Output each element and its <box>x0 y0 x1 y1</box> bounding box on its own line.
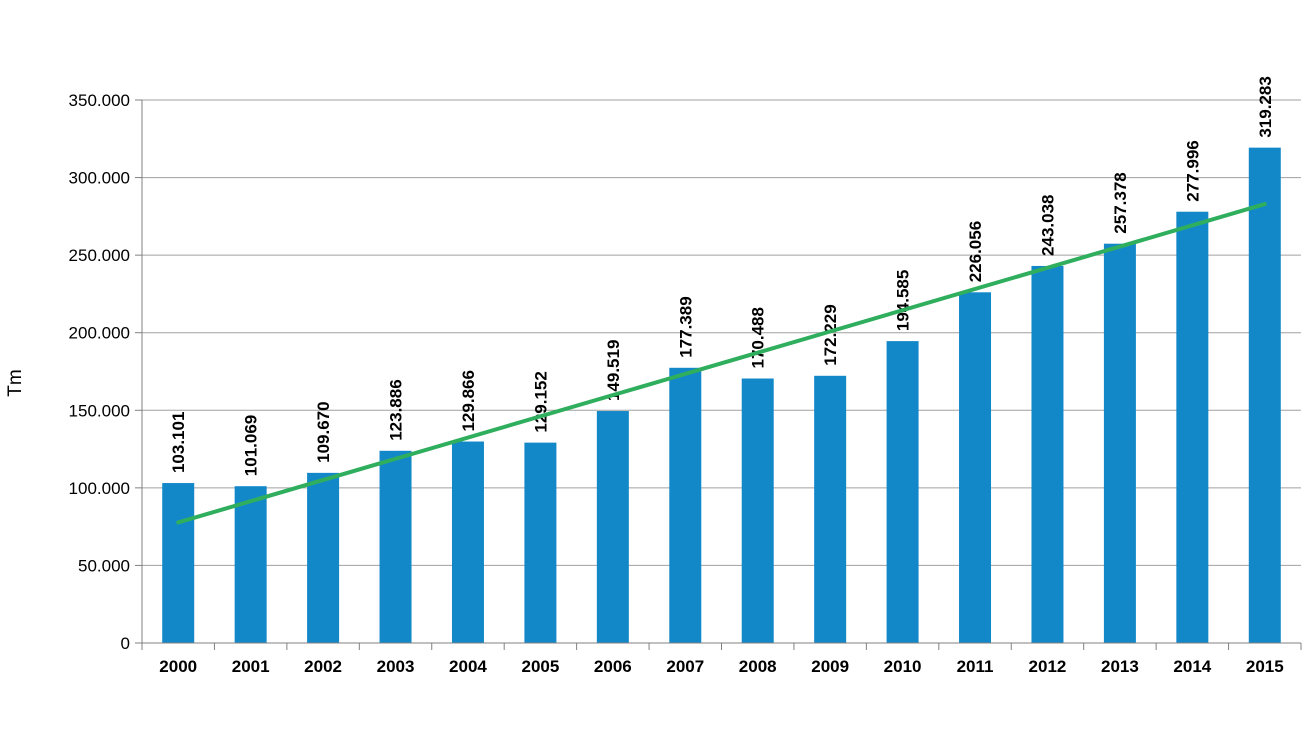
x-axis-tick-label: 2015 <box>1246 657 1284 676</box>
bar-2002 <box>307 472 340 643</box>
bar-value-label: 129.152 <box>531 371 550 432</box>
bar-value-label: 194.585 <box>894 270 913 331</box>
bar-2012 <box>1031 265 1064 643</box>
x-axis-tick-label: 2010 <box>884 657 922 676</box>
bar-value-label: 103.101 <box>169 412 188 473</box>
bar-value-label: 226.056 <box>966 221 985 282</box>
bar-2014 <box>1176 211 1209 644</box>
bar-2000 <box>162 483 195 643</box>
bar-2011 <box>959 292 992 643</box>
bar-value-label: 123.886 <box>387 379 406 440</box>
y-axis-tick-label: 350.000 <box>69 91 130 110</box>
y-axis-tick-label: 0 <box>121 634 130 653</box>
y-axis-tick-label: 300.000 <box>69 169 130 188</box>
bar-value-label: 177.389 <box>676 296 695 357</box>
x-axis-tick-label: 2009 <box>811 657 849 676</box>
bar-value-label: 149.519 <box>604 340 623 401</box>
bar-2003 <box>379 450 412 643</box>
bar-2001 <box>234 486 267 643</box>
x-axis-tick-label: 2011 <box>957 657 994 676</box>
x-axis-tick-label: 2007 <box>666 657 704 676</box>
bar-2008 <box>741 378 774 643</box>
bar-value-label: 170.488 <box>749 307 768 368</box>
bar-2006 <box>596 411 629 643</box>
bar-value-label: 129.866 <box>459 370 478 431</box>
bar-value-label: 109.670 <box>314 401 333 462</box>
bar-2007 <box>669 367 702 643</box>
x-axis-tick-label: 2006 <box>594 657 632 676</box>
bar-2005 <box>524 442 557 643</box>
bar-value-label: 277.996 <box>1183 140 1202 201</box>
x-axis-tick-label: 2014 <box>1173 657 1211 676</box>
y-axis-title: Tm <box>5 369 26 397</box>
bar-2009 <box>814 375 847 643</box>
bar-2004 <box>451 441 484 643</box>
x-axis-tick-label: 2003 <box>377 657 415 676</box>
y-axis-tick-label: 150.000 <box>69 401 130 420</box>
bar-value-label: 257.378 <box>1111 172 1130 233</box>
x-axis-tick-label: 2008 <box>739 657 777 676</box>
trendline <box>176 202 1267 525</box>
bar-2010 <box>886 341 919 643</box>
bar-value-label: 172.229 <box>821 304 840 365</box>
y-axis-tick-label: 250.000 <box>69 246 130 265</box>
bar-2015 <box>1248 147 1281 644</box>
y-axis-tick-label: 200.000 <box>69 324 130 343</box>
x-axis-tick-label: 2004 <box>449 657 487 676</box>
x-axis-tick-label: 2005 <box>521 657 559 676</box>
x-axis-tick-label: 2001 <box>232 657 270 676</box>
x-axis-tick-label: 2000 <box>159 657 197 676</box>
x-axis-tick-label: 2013 <box>1101 657 1139 676</box>
bar-value-label: 319.283 <box>1256 76 1275 137</box>
bar-value-label: 101.069 <box>242 415 261 476</box>
y-axis-tick-label: 50.000 <box>78 556 130 575</box>
bar-2013 <box>1103 243 1136 643</box>
y-axis-tick-label: 100.000 <box>69 479 130 498</box>
x-axis-tick-label: 2002 <box>304 657 342 676</box>
x-axis-tick-label: 2012 <box>1029 657 1067 676</box>
bar-value-label: 243.038 <box>1038 194 1057 255</box>
